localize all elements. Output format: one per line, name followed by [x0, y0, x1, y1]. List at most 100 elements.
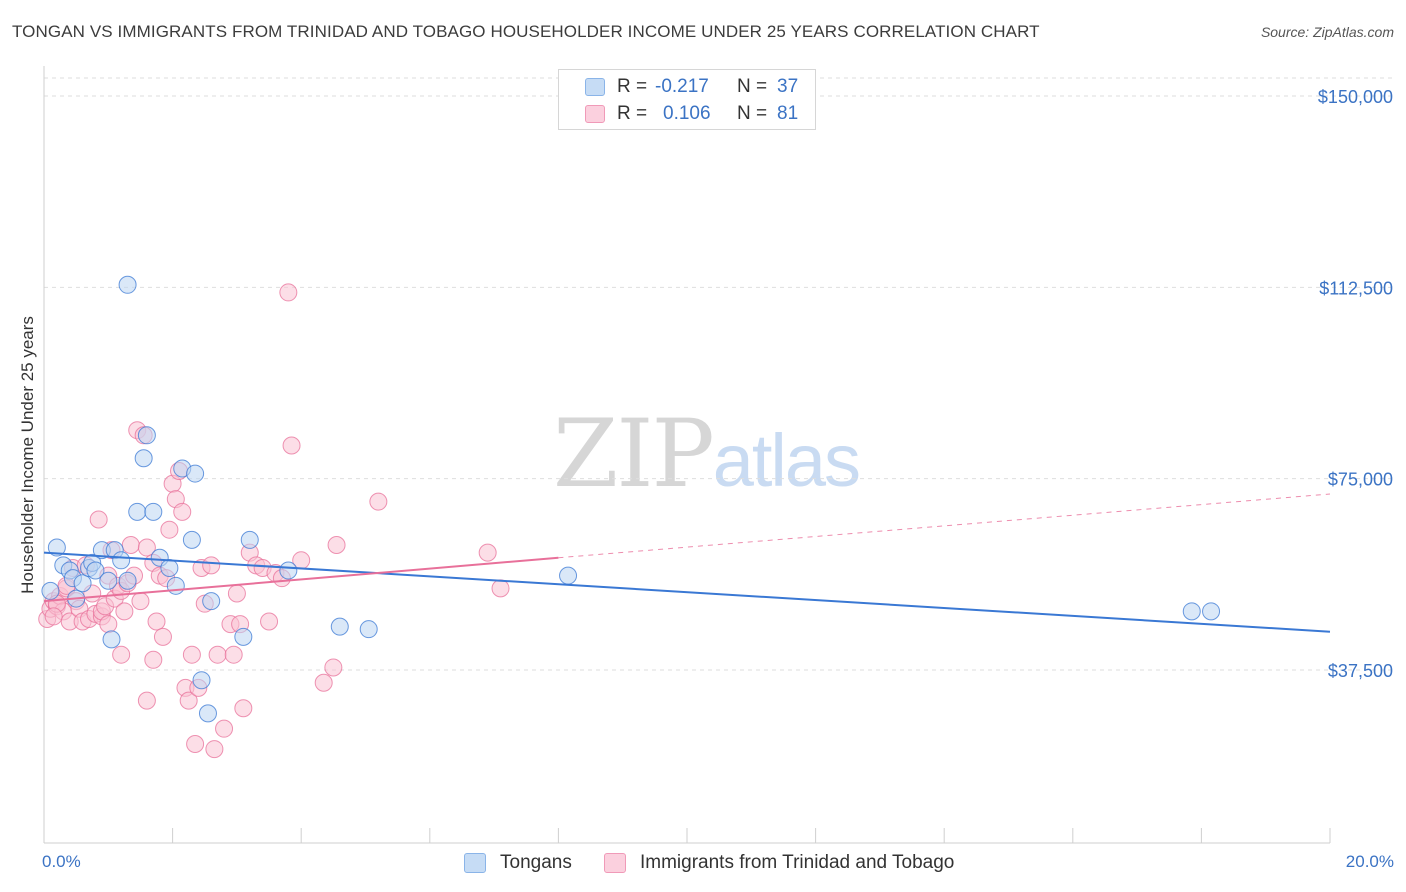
trinidad-point: [182, 645, 201, 664]
tongans-point: [359, 620, 378, 639]
watermark-zip: ZIP: [553, 400, 715, 509]
tongans-point: [118, 275, 137, 294]
trinidad-point: [131, 592, 150, 611]
trinidad-point: [160, 520, 179, 539]
tongans-point: [86, 561, 105, 580]
trinidad-point: [282, 436, 301, 455]
tongans-point: [47, 538, 66, 557]
series-swatch-tongans: [464, 853, 486, 873]
tongans-point: [192, 671, 211, 690]
trinidad-point: [153, 627, 172, 646]
watermark: ZIPatlas: [553, 400, 861, 509]
x-tick-label-max: 20.0%: [1345, 852, 1394, 871]
gridlines: [44, 77, 1395, 671]
tongans-point: [41, 581, 60, 600]
tongans-point: [118, 571, 137, 590]
trinidad-point: [227, 584, 246, 603]
tongans-point: [73, 574, 92, 593]
y-tick-label: $150,000: [1318, 87, 1393, 107]
tongans-point: [198, 704, 217, 723]
trinidad-point: [179, 691, 198, 710]
trinidad-point: [491, 579, 510, 598]
legend-n-value: 81: [777, 103, 799, 124]
data-points: [38, 275, 1221, 759]
series-swatch-trinidad: [604, 853, 626, 873]
trinidad-point: [369, 492, 388, 511]
y-tick-label: $112,500: [1319, 278, 1393, 298]
trinidad-point: [115, 602, 134, 621]
legend-swatch-tongans: [585, 78, 605, 96]
tongans-point: [166, 576, 185, 595]
legend-r-value: 0.106: [663, 103, 711, 124]
chart-title: TONGAN VS IMMIGRANTS FROM TRINIDAD AND T…: [12, 22, 1040, 41]
trinidad-point: [215, 719, 234, 738]
trinidad-point: [327, 535, 346, 554]
watermark-atlas: atlas: [712, 419, 861, 502]
tongans-point: [186, 464, 205, 483]
trinidad-trend-line: [43, 556, 559, 603]
chart-source: Source: ZipAtlas.com: [1260, 24, 1394, 40]
legend-n-label: N =: [737, 76, 768, 97]
tongans-point: [144, 502, 163, 521]
series-label-tongans: Tongans: [500, 852, 572, 873]
tongans-point: [1182, 602, 1201, 621]
series-legend-tongans[interactable]: Tongans: [464, 852, 572, 874]
trinidad-point: [205, 740, 224, 759]
trinidad-point: [324, 658, 343, 677]
trinidad-point: [147, 612, 166, 631]
trinidad-point: [314, 673, 333, 692]
correlation-legend: R = -0.217 N = 37 R = 0.106 N = 81: [558, 69, 816, 130]
tongans-point: [234, 627, 253, 646]
trinidad-point: [173, 502, 192, 521]
tongans-point: [202, 592, 221, 611]
legend-swatch-trinidad: [585, 105, 605, 123]
series-legend-trinidad[interactable]: Immigrants from Trinidad and Tobago: [604, 852, 954, 874]
y-tick-labels: $37,500 $75,000 $112,500 $150,000: [1318, 87, 1393, 681]
tongans-point: [99, 571, 118, 590]
trinidad-point: [186, 734, 205, 753]
tongans-point: [137, 426, 156, 445]
trinidad-point: [44, 607, 63, 626]
tongans-point: [128, 502, 147, 521]
axes: [43, 66, 1331, 844]
tongans-point: [160, 558, 179, 577]
trinidad-point: [112, 645, 131, 664]
legend-r-label: R =: [617, 76, 648, 97]
y-tick-label: $75,000: [1328, 470, 1393, 490]
tongans-point: [1202, 602, 1221, 621]
trinidad-point: [89, 510, 108, 529]
trinidad-point: [234, 699, 253, 718]
tongans-point: [102, 630, 121, 649]
legend-n-label: N =: [737, 103, 768, 124]
trinidad-point: [137, 538, 156, 557]
tongans-point: [182, 530, 201, 549]
legend-r-label: R =: [617, 103, 648, 124]
legend-r-value: -0.217: [655, 76, 709, 97]
trinidad-point: [202, 556, 221, 575]
tongans-point: [134, 449, 153, 468]
trinidad-point: [121, 535, 140, 554]
tongans-point: [240, 530, 259, 549]
trinidad-trend-extension: [558, 493, 1331, 559]
tongans-point: [279, 561, 298, 580]
trinidad-point: [99, 615, 118, 634]
tongans-point: [330, 617, 349, 636]
trinidad-point: [208, 645, 227, 664]
trinidad-point: [279, 283, 298, 302]
series-legend: Tongans Immigrants from Trinidad and Tob…: [0, 852, 1406, 878]
x-tick-label-min: 0.0%: [42, 852, 81, 871]
trinidad-point: [224, 645, 243, 664]
tongans-trend-line: [43, 551, 1331, 633]
legend-row-tongans: R = -0.217 N = 37: [585, 75, 798, 99]
trinidad-point: [478, 543, 497, 562]
trend-lines: [43, 493, 1331, 633]
y-tick-label: $37,500: [1328, 661, 1393, 681]
trinidad-point: [137, 691, 156, 710]
trinidad-point: [144, 650, 163, 669]
legend-row-trinidad: R = 0.106 N = 81: [585, 102, 798, 126]
y-axis-title: Householder Income Under 25 years: [18, 316, 37, 594]
trinidad-point: [260, 612, 279, 631]
legend-n-value: 37: [777, 76, 799, 97]
